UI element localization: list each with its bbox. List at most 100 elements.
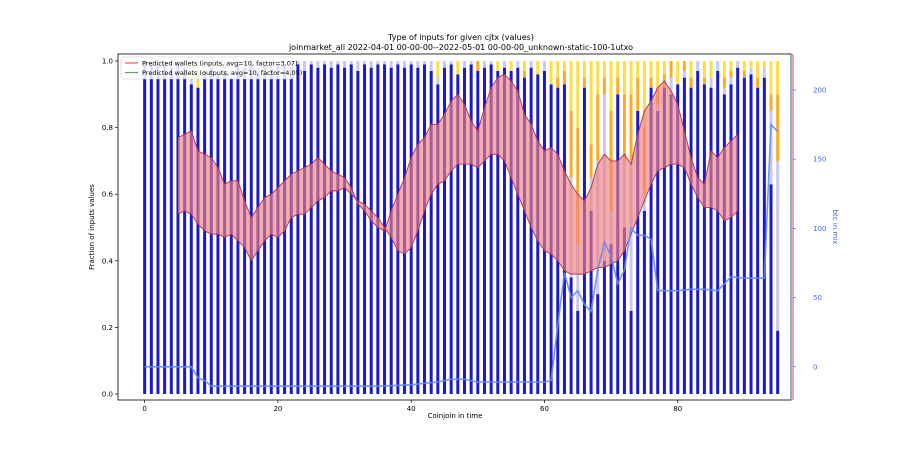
bar-yel-70 [609, 61, 613, 111]
bar-yel-78 [662, 61, 666, 75]
bar-org-50 [476, 61, 480, 71]
bar-lav-32 [356, 61, 360, 71]
bar-lav-79 [669, 77, 673, 95]
bar-lav-43 [429, 61, 433, 71]
bar-yel-85 [709, 61, 713, 78]
bar-lav-36 [383, 61, 387, 65]
y2-axis-label: btc in mix [831, 210, 839, 245]
x-axis-ticks: 0 20 40 60 80 [142, 400, 682, 413]
bar-lav-27 [323, 61, 327, 65]
bar-blue-5 [176, 64, 180, 394]
bar-lav-88 [729, 77, 733, 85]
bar-blue-58 [529, 67, 533, 394]
bar-lav-30 [343, 61, 347, 68]
bar-blue-27 [323, 64, 327, 394]
x-tick-label-0: 0 [142, 405, 146, 413]
bar-org-95 [776, 94, 780, 161]
bar-yel-75 [642, 61, 646, 128]
bar-yel-93 [762, 61, 766, 68]
bar-blue-45 [443, 67, 446, 394]
bar-yel-90 [742, 61, 746, 71]
bar-yel-44 [436, 61, 440, 78]
bar-blue-23 [296, 64, 300, 394]
bar-blue-28 [329, 67, 333, 394]
bar-blue-7 [189, 84, 193, 394]
bar-org-76 [649, 77, 653, 88]
bar-org-71 [616, 77, 620, 95]
bar-lav-42 [423, 61, 427, 65]
bar-yel-72 [622, 61, 626, 95]
bar-blue-85 [709, 87, 713, 394]
bar-lav-29 [336, 61, 340, 65]
bar-blue-13 [229, 77, 233, 395]
y2-tick-label-0: 0 [813, 363, 817, 371]
y-axis-ticks: 0.0 0.2 0.4 0.6 0.8 1.0 [102, 58, 118, 399]
bar-yel-57 [522, 61, 526, 71]
y2-tick-label-150: 150 [813, 156, 826, 164]
bar-yel-77 [656, 61, 660, 88]
y-tick-label-3: 0.6 [102, 191, 114, 199]
bar-lav-49 [469, 61, 473, 65]
bar-blue-4 [169, 67, 173, 394]
bar-blue-94 [769, 184, 773, 394]
legend-box [120, 56, 294, 80]
bar-blue-26 [316, 67, 320, 394]
bar-blue-52 [489, 64, 493, 394]
bar-blue-8 [196, 87, 200, 394]
bar-yel-95 [776, 61, 780, 95]
bar-blue-95 [776, 330, 780, 394]
bar-org-84 [702, 77, 706, 85]
bar-lav-26 [316, 61, 320, 68]
y2-axis-ticks: 0 50 100 150 200 [793, 86, 826, 371]
bar-lav-93 [762, 67, 766, 78]
bar-org-74 [636, 77, 640, 111]
bar-yel-55 [509, 61, 513, 71]
bar-blue-46 [449, 64, 453, 394]
bar-blue-69 [602, 260, 606, 394]
bar-blue-22 [289, 67, 293, 394]
bar-yel-64 [569, 61, 573, 111]
bar-yel-71 [616, 61, 620, 78]
bar-yel-66 [582, 61, 586, 78]
y2-tick-label-200: 200 [813, 86, 826, 94]
bar-org-82 [689, 77, 693, 88]
btc-in-mix-line [144, 122, 779, 387]
bar-lav-38 [396, 61, 400, 65]
bar-lav-41 [416, 61, 420, 68]
bar-lav-81 [682, 70, 686, 78]
bar-yel-53 [496, 61, 500, 71]
bar-blue-35 [376, 64, 380, 394]
bar-lav-58 [529, 61, 533, 68]
bar-blue-70 [609, 244, 613, 394]
chart-title: Type of inputs for given cjtx (values) [387, 33, 534, 42]
bar-blue-65 [576, 310, 580, 394]
bar-org-67 [589, 144, 593, 178]
bar-lav-28 [329, 61, 333, 68]
x-tick-label-60: 60 [540, 405, 549, 413]
bar-yel-74 [636, 61, 640, 78]
bar-blue-48 [463, 67, 466, 394]
bar-org-63 [562, 70, 566, 85]
bar-blue-67 [589, 210, 593, 394]
bar-org-68 [596, 94, 600, 161]
bar-blue-32 [356, 70, 360, 395]
bar-blue-9 [203, 70, 207, 395]
bar-org-90 [742, 70, 746, 78]
bar-lav-39 [403, 61, 407, 68]
btc-layer [144, 122, 779, 387]
bar-blue-2 [156, 64, 160, 394]
bar-blue-24 [303, 70, 307, 395]
bar-blue-43 [429, 70, 433, 395]
bar-yel-82 [689, 61, 693, 78]
bar-lav-25 [309, 61, 313, 65]
bar-yel-68 [596, 61, 600, 95]
bar-blue-87 [722, 94, 726, 395]
bar-yel-87 [722, 61, 726, 78]
bar-yel-69 [602, 61, 606, 78]
bar-blue-42 [423, 64, 427, 394]
bar-lav-91 [749, 67, 753, 75]
bar-blue-57 [522, 77, 526, 395]
bar-yel-91 [749, 61, 753, 68]
bar-lav-65 [576, 244, 580, 311]
bar-org-94 [769, 94, 773, 111]
